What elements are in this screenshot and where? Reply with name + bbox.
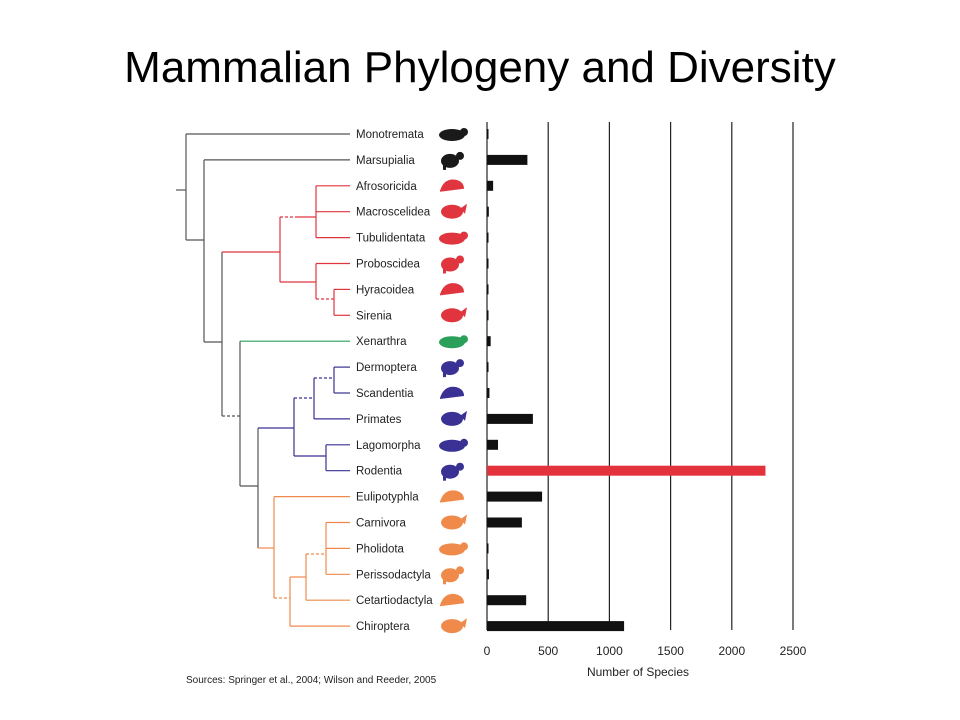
bar-afrosoricida [487,180,494,191]
label-cetartiodactyla: Cetartiodactyla [356,595,433,607]
label-hyracoidea: Hyracoidea [356,284,415,296]
label-scandentia: Scandentia [356,388,414,400]
label-dermoptera: Dermoptera [356,362,417,374]
x-tick-label-2500: 2500 [780,644,807,658]
platypus-icon [439,128,468,141]
kangaroo-icon [441,151,464,170]
bar-sirenia [487,310,489,321]
colugo-icon [441,359,464,378]
label-xenarthra: Xenarthra [356,336,407,348]
tenrec-icon [440,179,464,192]
mole-icon [440,490,464,503]
label-macroscelidea: Macroscelidea [356,207,431,219]
bar-hyracoidea [487,284,489,295]
gorilla-icon [441,410,467,426]
bar-monotremata [487,129,489,139]
sources-note: Sources: Springer et al., 2004; Wilson a… [186,675,437,686]
bar-marsupialia [487,154,528,165]
label-primates: Primates [356,414,402,426]
x-tick-label-2000: 2000 [718,644,745,658]
label-perissodactyla: Perissodactyla [356,569,431,581]
aardvark-icon [439,231,468,245]
bar-rodentia [487,465,766,476]
x-axis-title: Number of Species [587,665,689,679]
bar-scandentia [487,388,490,398]
elephant-icon [441,255,464,274]
camel-icon [440,593,464,607]
bar-perissodactyla [487,569,489,580]
label-afrosoricida: Afrosoricida [356,181,417,193]
bar-macroscelidea [487,206,489,217]
label-lagomorpha: Lagomorpha [356,440,421,452]
bar-proboscidea [487,258,489,269]
rabbit-icon [439,438,468,452]
rat-icon [441,462,464,481]
bar-pholidota [487,543,489,554]
phylogenetic-tree [176,133,350,627]
label-tubulidentata: Tubulidentata [356,233,426,245]
manatee-icon [441,307,467,323]
label-proboscidea: Proboscidea [356,259,421,271]
bar-lagomorpha [487,439,499,450]
label-chiroptera: Chiroptera [356,621,410,633]
x-tick-label-1000: 1000 [596,644,623,658]
bars [487,129,766,632]
armadillo-icon [439,335,468,349]
bar-dermoptera [487,362,489,373]
x-axis: 0 500 1000 1500 2000 2500 Number of Species [484,644,807,679]
treeshrew-icon [440,386,464,399]
elephant-shrew-icon [441,203,467,219]
gridlines [486,122,794,630]
label-eulipotyphla: Eulipotyphla [356,492,419,504]
horse-icon [441,566,464,585]
bat-icon [441,618,467,634]
label-marsupialia: Marsupialia [356,155,415,167]
bar-chiroptera [487,621,625,632]
bar-cetartiodactyla [487,595,527,606]
hyrax-icon [440,283,464,296]
order-labels: Monotremata Marsupialia Afrosoricida Macros… [356,129,433,633]
label-carnivora: Carnivora [356,518,406,530]
bar-carnivora [487,517,522,528]
label-rodentia: Rodentia [356,466,403,478]
bar-tubulidentata [487,232,489,243]
bar-xenarthra [487,336,491,347]
pangolin-icon [439,542,468,556]
page-title: Mammalian Phylogeny and Diversity [124,43,836,92]
bar-primates [487,413,533,424]
label-pholidota: Pholidota [356,543,405,555]
animal-silhouettes [439,128,468,634]
x-tick-label-1500: 1500 [657,644,684,658]
label-monotremata: Monotremata [356,129,424,141]
x-tick-label-0: 0 [484,644,491,658]
tiger-icon [441,514,467,530]
bar-eulipotyphla [487,491,543,502]
label-sirenia: Sirenia [356,310,392,322]
x-tick-label-500: 500 [538,644,558,658]
